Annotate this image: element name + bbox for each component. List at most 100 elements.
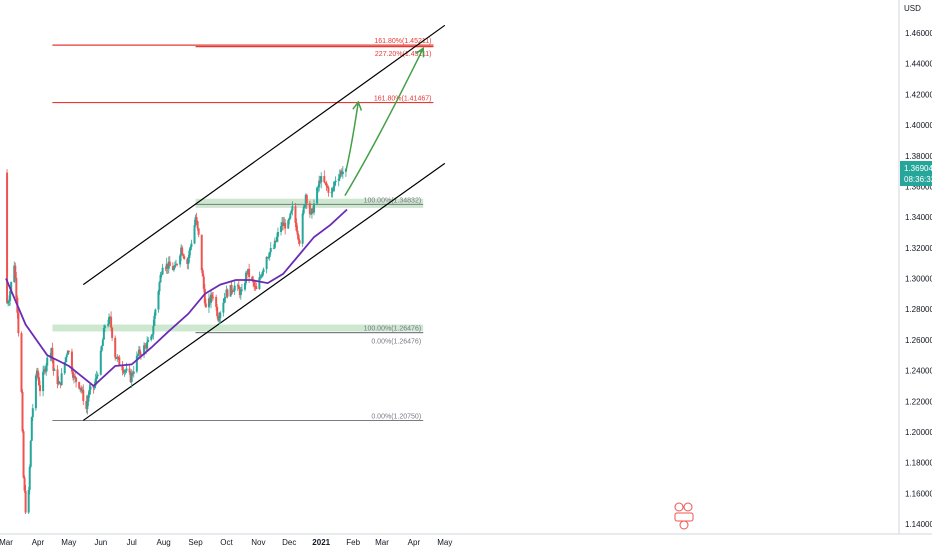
- price-axis[interactable]: [900, 0, 932, 534]
- candle-body: [255, 286, 258, 290]
- current-price-value: 1.36904: [904, 164, 932, 173]
- candle-body: [64, 357, 67, 363]
- month-tick-label: 2021: [312, 538, 330, 547]
- candle-body: [111, 327, 114, 338]
- candle-body: [137, 349, 140, 355]
- candle-body: [144, 345, 147, 347]
- candle-body: [248, 268, 251, 277]
- candle-body: [96, 374, 99, 377]
- candle-body: [102, 327, 105, 340]
- candle-body: [80, 387, 83, 391]
- candle-body: [327, 187, 330, 193]
- candle-body: [94, 378, 97, 386]
- candle-body: [131, 372, 134, 374]
- moving-average-layer: [5, 208, 348, 388]
- candle-body: [43, 369, 46, 372]
- candle-body: [89, 386, 92, 390]
- candle-body: [66, 350, 69, 355]
- price-tick-label: 1.32000: [905, 244, 932, 253]
- candle-body: [330, 192, 333, 194]
- candle-body: [50, 348, 53, 356]
- candle-body: [340, 171, 343, 175]
- candle-body: [210, 294, 212, 303]
- event-marker-icon[interactable]: [679, 520, 689, 530]
- candle-body: [45, 365, 48, 372]
- month-tick-label: Dec: [282, 538, 296, 547]
- candle-body: [103, 325, 106, 328]
- candle-body: [22, 431, 25, 478]
- candle-body: [226, 289, 229, 297]
- economic-event-markers[interactable]: [674, 502, 694, 530]
- candle-body: [168, 261, 171, 267]
- candle-body: [284, 222, 287, 229]
- candle-body: [181, 247, 184, 255]
- candle-body: [154, 309, 157, 316]
- candle-body: [53, 369, 56, 371]
- candle-body: [316, 187, 319, 204]
- candle-body: [258, 277, 261, 290]
- bar-countdown: 08:36:32: [904, 175, 932, 184]
- candle-body: [172, 267, 175, 271]
- candle-body: [222, 302, 225, 313]
- candle-body: [297, 234, 300, 241]
- price-tick-label: 1.42000: [905, 90, 932, 99]
- candle-body: [100, 345, 103, 351]
- candle-body: [190, 243, 193, 248]
- candle-body: [160, 274, 163, 276]
- candle-body: [260, 276, 263, 278]
- candle-body: [231, 291, 234, 293]
- candle-body: [157, 291, 160, 310]
- candle-body: [51, 348, 54, 360]
- candle-body: [304, 195, 307, 206]
- price-tick-label: 1.30000: [905, 275, 932, 284]
- month-tick-label: Oct: [220, 538, 233, 547]
- event-marker-icon[interactable]: [683, 502, 693, 512]
- fib-level-label: 100.00%(1.26476): [364, 326, 422, 333]
- candle-body: [338, 174, 341, 179]
- candle-body: [10, 281, 13, 291]
- candle-body: [232, 290, 235, 292]
- candle-body: [237, 285, 240, 290]
- candle-body: [253, 282, 256, 286]
- price-tick-label: 1.24000: [905, 367, 932, 376]
- time-axis[interactable]: Mar Apr May Jun Jul Aug Sep Oct Nov Dec 2021 Feb Mar…: [0, 538, 452, 547]
- price-tick-label: 1.44000: [905, 60, 932, 69]
- candle-body: [339, 171, 342, 175]
- candle-body: [324, 182, 327, 184]
- candle-body: [158, 282, 161, 292]
- candle-body: [320, 176, 323, 183]
- candle-body: [212, 296, 215, 298]
- candle-body: [187, 258, 190, 264]
- candle-body: [70, 351, 73, 372]
- channel-line-lower: [82, 162, 446, 421]
- month-tick-label: Aug: [157, 538, 171, 547]
- current-price-badge: [900, 161, 932, 186]
- projection-arrow-head: [415, 46, 425, 58]
- candle-body: [151, 334, 154, 337]
- candle-body: [333, 181, 336, 187]
- candle-body: [207, 298, 210, 308]
- candle-body: [37, 377, 40, 386]
- projection-arrow-head: [352, 100, 363, 111]
- candle-body: [150, 336, 153, 340]
- candle-body: [224, 297, 227, 299]
- candle-body: [313, 203, 315, 213]
- candle-body: [240, 289, 243, 291]
- candle-body: [216, 306, 219, 317]
- candle-body: [193, 225, 196, 244]
- candle-body: [236, 285, 239, 287]
- candle-body: [39, 385, 42, 392]
- candle-body: [215, 296, 218, 307]
- price-axis-ticks: 1.46000 1.44000 1.42000 1.40000 1.38000 1.360…: [905, 29, 932, 529]
- event-marker-icon[interactable]: [674, 502, 684, 512]
- candle-body: [283, 222, 286, 226]
- candle-body: [165, 263, 168, 269]
- candle-body: [44, 369, 47, 372]
- candle-body: [24, 490, 27, 513]
- candle-body: [115, 357, 118, 359]
- candle-body: [173, 265, 176, 268]
- candle-body: [87, 394, 90, 402]
